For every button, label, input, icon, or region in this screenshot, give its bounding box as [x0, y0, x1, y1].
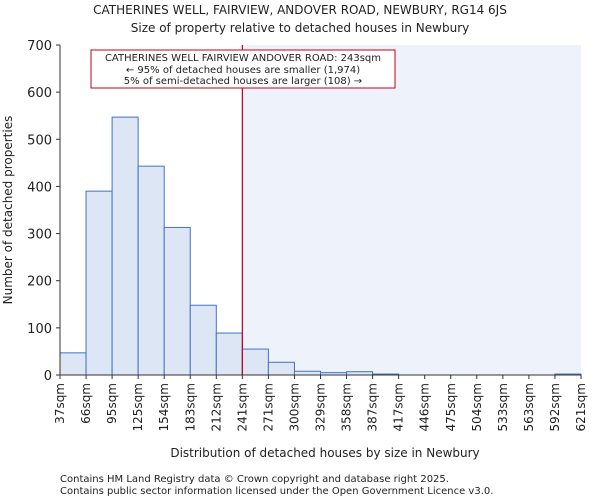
x-tick-label: 329sqm	[314, 383, 328, 431]
chart-title: CATHERINES WELL, FAIRVIEW, ANDOVER ROAD,…	[93, 3, 507, 17]
y-tick-label: 600	[27, 86, 52, 101]
x-tick-label: 95sqm	[105, 383, 119, 424]
x-tick-label: 37sqm	[53, 383, 67, 424]
y-tick-label: 700	[27, 39, 52, 54]
y-tick-label: 300	[27, 228, 52, 243]
bar	[85, 190, 113, 376]
x-tick-label: 563sqm	[522, 383, 536, 431]
x-tick-label: 271sqm	[261, 383, 275, 431]
footer-line-2: Contains public sector information licen…	[60, 486, 493, 497]
y-tick-label: 400	[27, 180, 52, 195]
y-axis-label: Number of detached properties	[1, 116, 15, 305]
larger-region-shading	[242, 45, 581, 375]
x-tick-label: 475sqm	[444, 383, 458, 431]
x-tick-label: 446sqm	[418, 383, 432, 431]
x-tick-label: 212sqm	[209, 383, 223, 431]
annotation-line-3: 5% of semi-detached houses are larger (1…	[124, 76, 362, 87]
x-tick-label: 592sqm	[548, 383, 562, 431]
y-tick-label: 0	[44, 369, 52, 384]
bar	[163, 226, 191, 376]
x-tick-label: 154sqm	[157, 383, 171, 431]
x-tick-label: 621sqm	[574, 383, 588, 431]
x-tick-label: 387sqm	[366, 383, 380, 431]
bar	[137, 165, 165, 376]
annotation-box: CATHERINES WELL FAIRVIEW ANDOVER ROAD: 2…	[90, 49, 396, 89]
x-tick-label: 358sqm	[340, 383, 354, 431]
y-tick-label: 100	[27, 322, 52, 337]
annotation-line-1: CATHERINES WELL FAIRVIEW ANDOVER ROAD: 2…	[105, 53, 381, 64]
x-tick-label: 66sqm	[79, 383, 93, 424]
x-tick-label: 183sqm	[183, 383, 197, 431]
bar	[215, 332, 243, 376]
x-tick-label: 504sqm	[470, 383, 484, 431]
bar	[241, 348, 269, 376]
bar	[59, 352, 87, 376]
bar	[293, 370, 322, 376]
x-tick-label: 417sqm	[392, 383, 406, 431]
y-tick-label: 200	[27, 275, 52, 290]
x-tick-label: 125sqm	[131, 383, 145, 431]
bar	[189, 304, 217, 376]
bar	[267, 361, 295, 376]
x-tick-label: 241sqm	[235, 383, 249, 431]
bar	[111, 116, 139, 376]
x-tick-label: 300sqm	[287, 383, 301, 431]
x-axis-label: Distribution of detached houses by size …	[170, 446, 479, 460]
y-tick-label: 500	[27, 133, 52, 148]
footer-line-1: Contains HM Land Registry data © Crown c…	[60, 474, 449, 485]
annotation-line-2: ← 95% of detached houses are smaller (1,…	[126, 65, 360, 76]
x-tick-label: 533sqm	[496, 383, 510, 431]
chart-subtitle: Size of property relative to detached ho…	[131, 21, 469, 35]
